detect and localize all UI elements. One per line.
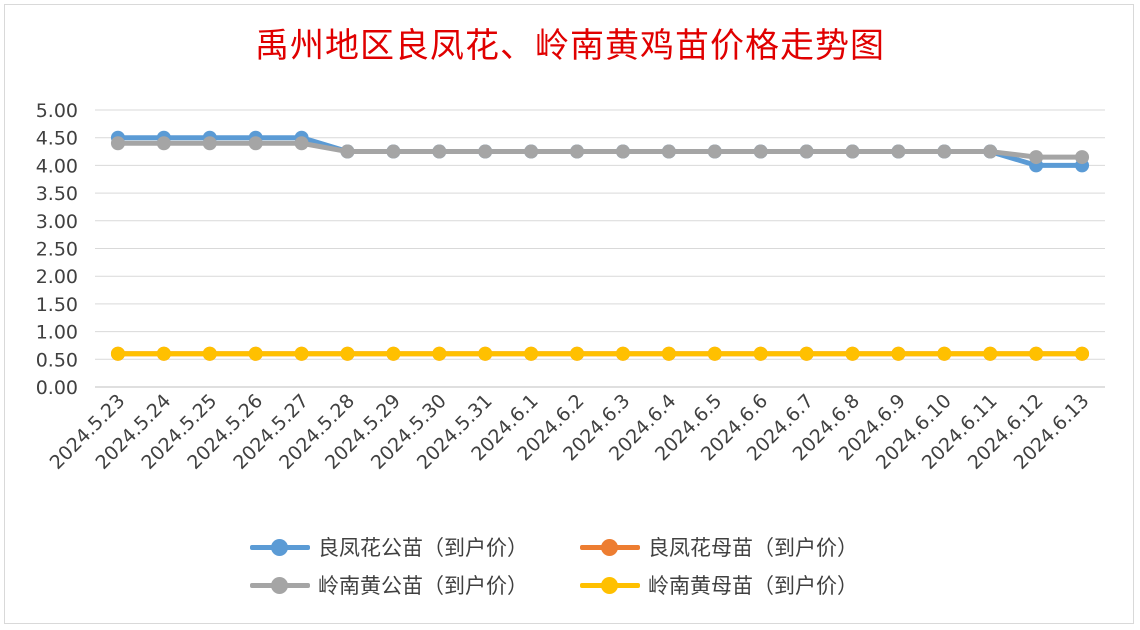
data-point	[983, 346, 998, 361]
data-point	[937, 144, 952, 159]
data-point	[248, 346, 263, 361]
data-point	[478, 346, 493, 361]
y-tick-label: 4.00	[36, 155, 78, 177]
data-point	[432, 144, 447, 159]
data-point	[202, 346, 217, 361]
data-point	[524, 346, 539, 361]
data-point	[615, 144, 630, 159]
y-tick-label: 0.50	[36, 349, 78, 371]
legend-item-lingnanhuang-female: 岭南黄母苗（到户价）	[580, 570, 858, 600]
y-tick-label: 3.00	[36, 211, 78, 233]
data-point	[845, 346, 860, 361]
data-point	[753, 144, 768, 159]
data-point	[753, 346, 768, 361]
data-point	[661, 346, 676, 361]
data-point	[937, 346, 952, 361]
data-point	[891, 346, 906, 361]
data-point	[615, 346, 630, 361]
y-tick-label: 4.50	[36, 128, 78, 150]
y-tick-label: 0.00	[36, 377, 78, 399]
data-point	[845, 144, 860, 159]
data-point	[1075, 150, 1090, 165]
y-tick-label: 2.00	[36, 266, 78, 288]
data-point	[1029, 346, 1044, 361]
chart-title: 禹州地区良凤花、岭南黄鸡苗价格走势图	[255, 26, 885, 66]
legend-item-liangfenghua-female: 良凤花母苗（到户价）	[580, 532, 858, 562]
data-point	[570, 346, 585, 361]
legend-label: 岭南黄母苗（到户价）	[648, 574, 858, 598]
legend-swatch	[580, 532, 640, 562]
data-point	[1029, 150, 1044, 165]
data-point	[294, 136, 309, 151]
data-point	[294, 346, 309, 361]
data-point	[340, 144, 355, 159]
legend-item-lingnanhuang-male: 岭南黄公苗（到户价）	[250, 570, 528, 600]
legend-item-liangfenghua-male: 良凤花公苗（到户价）	[250, 532, 528, 562]
data-point	[156, 346, 171, 361]
data-point	[110, 346, 125, 361]
data-point	[799, 144, 814, 159]
data-point	[891, 144, 906, 159]
data-point	[983, 144, 998, 159]
data-point	[386, 346, 401, 361]
data-point	[707, 144, 722, 159]
data-point	[799, 346, 814, 361]
legend-label: 良凤花公苗（到户价）	[318, 536, 528, 560]
legend-label: 岭南黄公苗（到户价）	[318, 574, 528, 598]
y-tick-label: 5.00	[36, 100, 78, 122]
legend-swatch	[580, 570, 640, 600]
series-line-2	[115, 140, 1085, 160]
data-point	[156, 136, 171, 151]
y-tick-label: 2.50	[36, 239, 78, 261]
data-point	[340, 346, 355, 361]
legend-swatch	[250, 532, 310, 562]
data-point	[661, 144, 676, 159]
legend-label: 良凤花母苗（到户价）	[648, 536, 858, 560]
y-tick-label: 3.50	[36, 183, 78, 205]
y-tick-label: 1.50	[36, 294, 78, 316]
data-point	[386, 144, 401, 159]
y-tick-label: 1.00	[36, 322, 78, 344]
data-point	[524, 144, 539, 159]
data-point	[432, 346, 447, 361]
legend-swatch	[250, 570, 310, 600]
data-point	[478, 144, 493, 159]
data-point	[110, 136, 125, 151]
chart-frame	[4, 4, 1134, 624]
data-point	[248, 136, 263, 151]
data-point	[570, 144, 585, 159]
data-point	[707, 346, 722, 361]
data-point	[202, 136, 217, 151]
data-point	[1075, 346, 1090, 361]
